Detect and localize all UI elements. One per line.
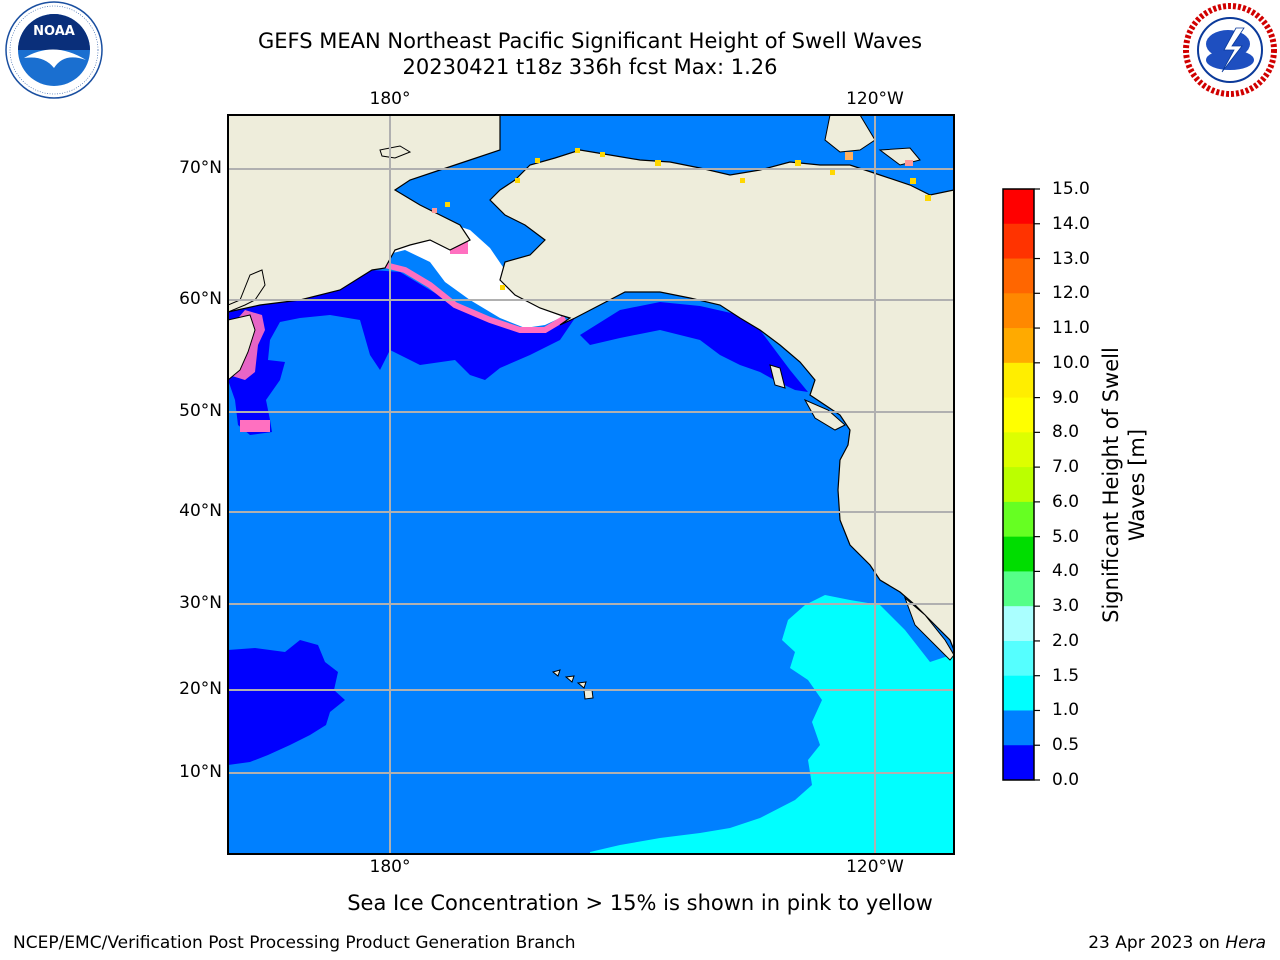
sea-ice-note: Sea Ice Concentration > 15% is shown in … bbox=[347, 891, 933, 915]
lat-label-20n: 20°N bbox=[179, 679, 222, 699]
low-swell-patch-sw bbox=[228, 640, 345, 765]
colorbar-segment bbox=[1003, 189, 1034, 225]
colorbar-segment bbox=[1003, 710, 1034, 746]
colorbar-segment bbox=[1003, 745, 1034, 781]
colorbar-tick-label: 3.0 bbox=[1052, 596, 1080, 617]
colorbar-segment bbox=[1003, 362, 1034, 399]
colorbar-segment bbox=[1003, 467, 1034, 503]
colorbar-segment bbox=[1003, 640, 1034, 677]
colorbar-segment bbox=[1003, 432, 1034, 468]
graticule bbox=[228, 115, 954, 854]
noaa-logo: NOAA bbox=[5, 1, 103, 99]
colorbar-tick-label: 6.0 bbox=[1052, 491, 1080, 512]
colorbar-segment bbox=[1003, 675, 1034, 711]
colorbar-segment bbox=[1003, 571, 1034, 607]
lat-label-50n: 50°N bbox=[179, 401, 222, 421]
colorbar-tick-label: 9.0 bbox=[1052, 387, 1080, 408]
lon-label-bottom-120w: 120°W bbox=[846, 857, 904, 877]
colorbar-segment bbox=[1003, 536, 1034, 572]
colorbar-tick-label: 12.0 bbox=[1052, 283, 1090, 304]
lat-label-70n: 70°N bbox=[179, 158, 222, 178]
colorbar-tick-label: 2.0 bbox=[1052, 630, 1080, 651]
colorbar-tick-label: 7.0 bbox=[1052, 457, 1080, 478]
colorbar-tick-label: 1.5 bbox=[1052, 665, 1080, 686]
colorbar-tick-label: 15.0 bbox=[1052, 179, 1090, 199]
low-swell-patch-north bbox=[228, 270, 575, 435]
colorbar-tick-label: 14.0 bbox=[1052, 213, 1090, 234]
colorbar-tick-label: 8.0 bbox=[1052, 422, 1080, 443]
map-frame bbox=[227, 114, 955, 855]
colorbar-segment bbox=[1003, 223, 1034, 260]
nws-logo bbox=[1183, 3, 1277, 97]
footer-organization: NCEP/EMC/Verification Post Processing Pr… bbox=[13, 933, 576, 953]
lat-label-40n: 40°N bbox=[179, 501, 222, 521]
land-alaska-canada bbox=[489, 115, 954, 651]
chart-title: GEFS MEAN Northeast Pacific Significant … bbox=[257, 29, 923, 53]
colorbar-label: Significant Height of Swell Waves [m] bbox=[1099, 347, 1149, 623]
colorbar-segment bbox=[1003, 328, 1034, 364]
lat-label-60n: 60°N bbox=[179, 289, 222, 309]
colorbar-tick-label: 5.0 bbox=[1052, 526, 1080, 547]
colorbar-tick-label: 0.0 bbox=[1052, 770, 1080, 790]
lat-label-30n: 30°N bbox=[179, 593, 222, 613]
land-kamchatka-south bbox=[228, 314, 256, 381]
colorbar-tick-label: 4.0 bbox=[1052, 561, 1080, 582]
land-chukotka bbox=[228, 115, 501, 313]
colorbar-tick-label: 0.5 bbox=[1052, 735, 1080, 756]
colorbar-segment bbox=[1003, 606, 1034, 642]
footer-host: Hera bbox=[1225, 933, 1266, 953]
land-kamchatka bbox=[228, 269, 266, 313]
colorbar-segment bbox=[1003, 293, 1034, 329]
chart-subtitle: 20230421 t18z 336h fcst Max: 1.26 bbox=[402, 55, 778, 79]
colorbar-tick-label: 13.0 bbox=[1052, 248, 1090, 269]
colorbar-tick-label: 11.0 bbox=[1052, 318, 1090, 339]
footer-date: 23 Apr 2023 on Hera bbox=[1088, 933, 1266, 953]
colorbar-segment bbox=[1003, 258, 1034, 294]
colorbar-segment bbox=[1003, 397, 1034, 433]
lon-label-bottom-180: 180° bbox=[369, 857, 411, 877]
colorbar-tick-label: 10.0 bbox=[1052, 352, 1090, 373]
lon-label-top-120w: 120°W bbox=[846, 89, 904, 109]
colorbar-tick-label: 1.0 bbox=[1052, 700, 1080, 721]
lon-label-top-180: 180° bbox=[369, 89, 411, 109]
colorbar-segment bbox=[1003, 501, 1034, 538]
noaa-logo-text: NOAA bbox=[33, 24, 75, 39]
high-swell-patch-se bbox=[590, 595, 954, 854]
hawaii-islands bbox=[551, 669, 594, 700]
colorbar-frame bbox=[1002, 188, 1035, 781]
lat-label-10n: 10°N bbox=[179, 762, 222, 782]
